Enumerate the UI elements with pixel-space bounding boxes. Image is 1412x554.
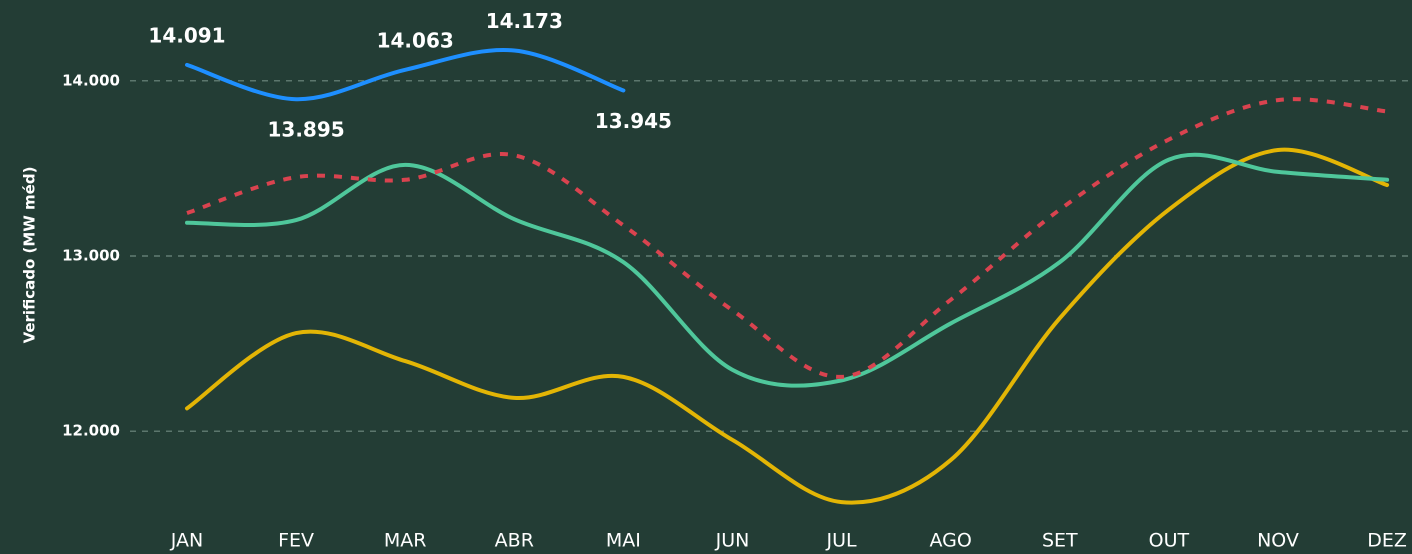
data-label: 14.063 [377, 28, 454, 52]
series-line [185, 152, 1390, 388]
x-tick-label: DEZ [1367, 530, 1407, 552]
y-tick-label: 13.000 [62, 247, 120, 265]
x-tick-label: AGO [930, 530, 972, 552]
x-tick-label: NOV [1257, 530, 1299, 552]
x-tick-label: OUT [1149, 530, 1190, 552]
data-label: 13.895 [268, 118, 345, 142]
y-axis-label: Verificado (MW méd) [21, 167, 39, 344]
x-tick-label: JUN [715, 530, 750, 552]
data-label: 13.945 [595, 109, 672, 133]
data-label: 14.173 [486, 9, 563, 33]
x-tick-label: JAN [170, 530, 203, 552]
x-tick-label: JUL [826, 530, 858, 552]
x-tick-label: MAR [384, 530, 427, 552]
series-line [185, 147, 1390, 505]
series-line [186, 97, 1388, 379]
y-tick-label: 14.000 [62, 71, 120, 89]
series-line [185, 48, 626, 102]
data-label: 14.091 [148, 23, 225, 47]
x-tick-label: SET [1042, 530, 1078, 552]
x-tick-label: MAI [606, 530, 641, 552]
x-tick-label: ABR [495, 530, 534, 552]
x-tick-label: FEV [278, 530, 314, 552]
y-tick-label: 12.000 [62, 422, 120, 440]
